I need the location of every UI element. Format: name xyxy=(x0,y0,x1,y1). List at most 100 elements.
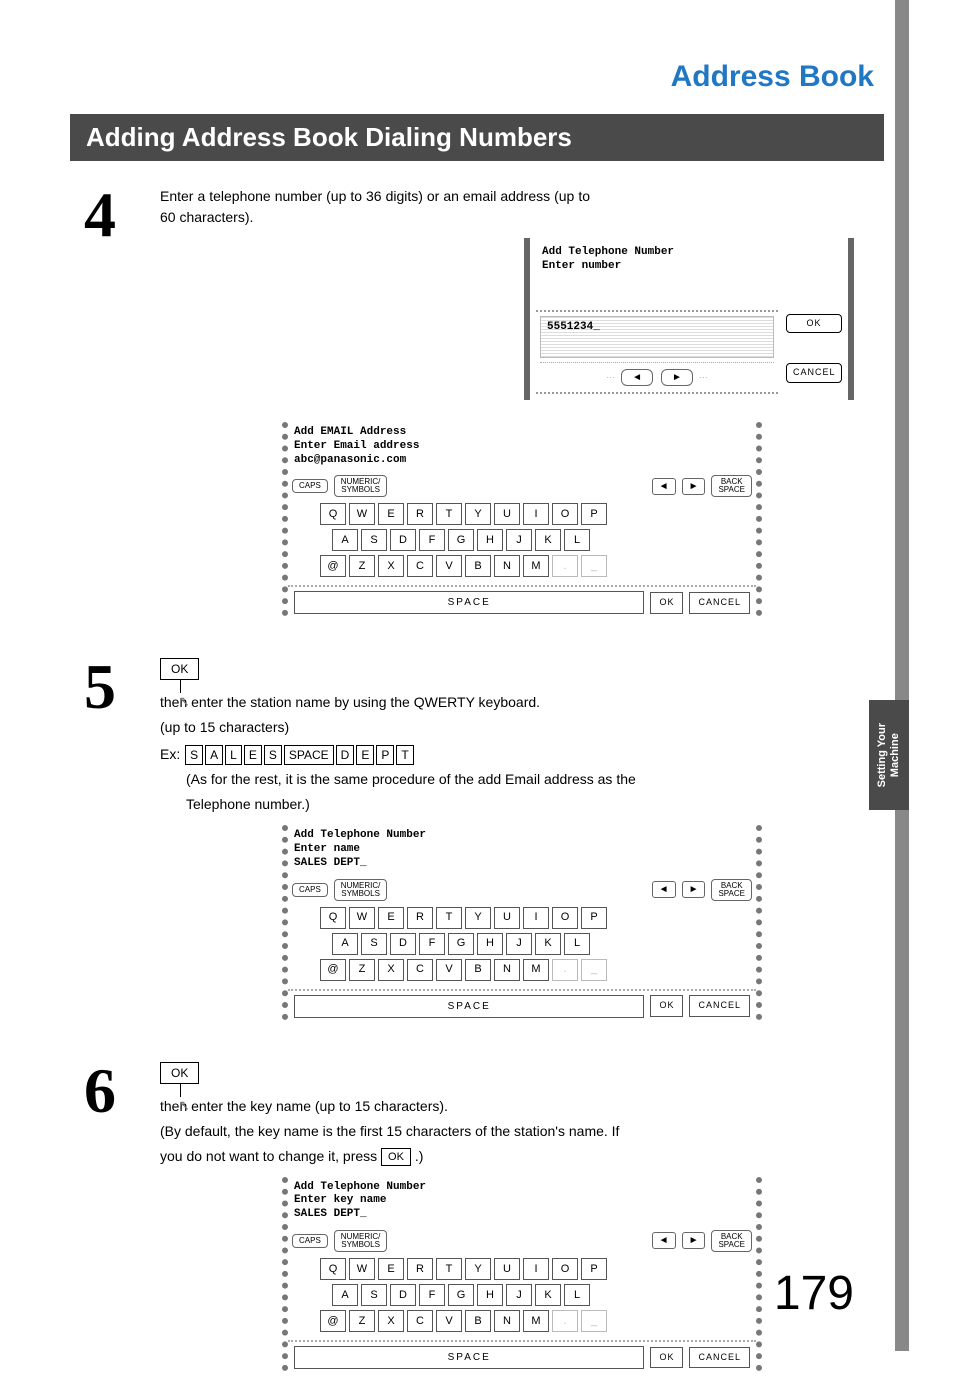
key-h[interactable]: H xyxy=(477,529,503,551)
key-.[interactable]: . xyxy=(552,959,578,981)
caps-button[interactable]: CAPS xyxy=(292,1234,328,1248)
key-@[interactable]: @ xyxy=(320,555,346,577)
cancel-button[interactable]: CANCEL xyxy=(689,995,750,1017)
key-c[interactable]: C xyxy=(407,555,433,577)
key-e[interactable]: E xyxy=(378,503,404,525)
key-r[interactable]: R xyxy=(407,503,433,525)
key-f[interactable]: F xyxy=(419,933,445,955)
cancel-button[interactable]: CANCEL xyxy=(786,363,842,383)
key-c[interactable]: C xyxy=(407,1310,433,1332)
key-u[interactable]: U xyxy=(494,907,520,929)
arrow-right-icon[interactable]: ► xyxy=(661,369,693,386)
key-b[interactable]: B xyxy=(465,555,491,577)
ok-button[interactable]: OK xyxy=(650,1347,683,1369)
key-d[interactable]: D xyxy=(390,529,416,551)
key-l[interactable]: L xyxy=(564,933,590,955)
key-g[interactable]: G xyxy=(448,529,474,551)
numeric-symbols-button[interactable]: NUMERIC/ SYMBOLS xyxy=(334,475,388,497)
key-a[interactable]: A xyxy=(332,529,358,551)
key-t[interactable]: T xyxy=(436,503,462,525)
key-z[interactable]: Z xyxy=(349,1310,375,1332)
backspace-button[interactable]: BACK SPACE xyxy=(711,879,752,901)
key-c[interactable]: C xyxy=(407,959,433,981)
ok-button[interactable]: OK xyxy=(786,314,842,334)
key-w[interactable]: W xyxy=(349,907,375,929)
key-p[interactable]: P xyxy=(581,907,607,929)
key-v[interactable]: V xyxy=(436,959,462,981)
arrow-right-icon[interactable]: ► xyxy=(682,1232,706,1249)
key-k[interactable]: K xyxy=(535,529,561,551)
ok-button[interactable]: OK xyxy=(160,1062,199,1084)
key-e[interactable]: E xyxy=(378,907,404,929)
key-i[interactable]: I xyxy=(523,503,549,525)
key-y[interactable]: Y xyxy=(465,503,491,525)
caps-button[interactable]: CAPS xyxy=(292,883,328,897)
space-key[interactable]: SPACE xyxy=(294,1346,644,1369)
key-r[interactable]: R xyxy=(407,907,433,929)
key-p[interactable]: P xyxy=(581,503,607,525)
numeric-symbols-button[interactable]: NUMERIC/ SYMBOLS xyxy=(334,1230,388,1252)
key-r[interactable]: R xyxy=(407,1258,433,1280)
cancel-button[interactable]: CANCEL xyxy=(689,1347,750,1369)
caps-button[interactable]: CAPS xyxy=(292,479,328,493)
key-m[interactable]: M xyxy=(523,555,549,577)
key-b[interactable]: B xyxy=(465,959,491,981)
key-y[interactable]: Y xyxy=(465,1258,491,1280)
key-k[interactable]: K xyxy=(535,1284,561,1306)
key-g[interactable]: G xyxy=(448,933,474,955)
key-@[interactable]: @ xyxy=(320,1310,346,1332)
key-x[interactable]: X xyxy=(378,1310,404,1332)
arrow-right-icon[interactable]: ► xyxy=(682,881,706,898)
key-a[interactable]: A xyxy=(332,1284,358,1306)
key-f[interactable]: F xyxy=(419,1284,445,1306)
key-h[interactable]: H xyxy=(477,1284,503,1306)
arrow-left-icon[interactable]: ◄ xyxy=(652,1232,676,1249)
key-z[interactable]: Z xyxy=(349,959,375,981)
key-g[interactable]: G xyxy=(448,1284,474,1306)
phone-input[interactable]: 5551234_ xyxy=(540,316,774,359)
key-p[interactable]: P xyxy=(581,1258,607,1280)
key-s[interactable]: S xyxy=(361,529,387,551)
key-u[interactable]: U xyxy=(494,1258,520,1280)
key-u[interactable]: U xyxy=(494,503,520,525)
ok-button[interactable]: OK xyxy=(650,995,683,1017)
arrow-left-icon[interactable]: ◄ xyxy=(621,369,653,386)
key-f[interactable]: F xyxy=(419,529,445,551)
key-w[interactable]: W xyxy=(349,503,375,525)
key-x[interactable]: X xyxy=(378,555,404,577)
key-.[interactable]: . xyxy=(552,1310,578,1332)
key-w[interactable]: W xyxy=(349,1258,375,1280)
key-i[interactable]: I xyxy=(523,907,549,929)
backspace-button[interactable]: BACK SPACE xyxy=(711,475,752,497)
key-x[interactable]: X xyxy=(378,959,404,981)
ok-button[interactable]: OK xyxy=(160,658,199,680)
arrow-right-icon[interactable]: ► xyxy=(682,478,706,495)
key-n[interactable]: N xyxy=(494,1310,520,1332)
key-l[interactable]: L xyxy=(564,529,590,551)
key-a[interactable]: A xyxy=(332,933,358,955)
numeric-symbols-button[interactable]: NUMERIC/ SYMBOLS xyxy=(334,879,388,901)
key-d[interactable]: D xyxy=(390,1284,416,1306)
key-_[interactable]: _ xyxy=(581,555,607,577)
key-h[interactable]: H xyxy=(477,933,503,955)
arrow-left-icon[interactable]: ◄ xyxy=(652,881,676,898)
key-o[interactable]: O xyxy=(552,503,578,525)
key-_[interactable]: _ xyxy=(581,959,607,981)
key-q[interactable]: Q xyxy=(320,503,346,525)
key-j[interactable]: J xyxy=(506,933,532,955)
key-_[interactable]: _ xyxy=(581,1310,607,1332)
key-y[interactable]: Y xyxy=(465,907,491,929)
key-j[interactable]: J xyxy=(506,1284,532,1306)
key-n[interactable]: N xyxy=(494,959,520,981)
key-b[interactable]: B xyxy=(465,1310,491,1332)
key-.[interactable]: . xyxy=(552,555,578,577)
key-m[interactable]: M xyxy=(523,1310,549,1332)
key-e[interactable]: E xyxy=(378,1258,404,1280)
key-q[interactable]: Q xyxy=(320,907,346,929)
key-@[interactable]: @ xyxy=(320,959,346,981)
key-q[interactable]: Q xyxy=(320,1258,346,1280)
space-key[interactable]: SPACE xyxy=(294,591,644,614)
key-t[interactable]: T xyxy=(436,1258,462,1280)
key-n[interactable]: N xyxy=(494,555,520,577)
key-o[interactable]: O xyxy=(552,907,578,929)
